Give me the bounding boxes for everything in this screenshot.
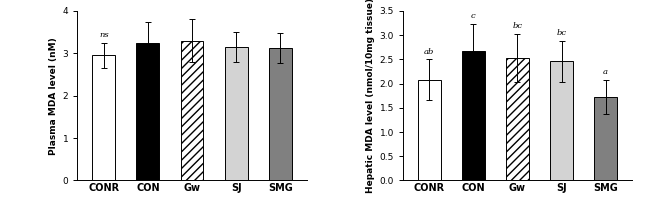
Text: c: c — [471, 12, 476, 20]
Y-axis label: Hepatic MDA level (nmol/10mg tissue): Hepatic MDA level (nmol/10mg tissue) — [366, 0, 375, 193]
Text: bc: bc — [512, 22, 522, 30]
Text: bc: bc — [557, 29, 567, 37]
Bar — [181, 41, 203, 180]
Bar — [550, 61, 573, 180]
Bar — [137, 43, 159, 180]
Text: a: a — [603, 68, 608, 76]
Bar — [418, 80, 441, 180]
Bar — [224, 47, 248, 180]
Bar — [462, 51, 485, 180]
Text: ns: ns — [99, 31, 108, 39]
Bar — [506, 58, 529, 180]
Text: ab: ab — [424, 48, 435, 55]
Y-axis label: Plasma MDA level (nM): Plasma MDA level (nM) — [50, 37, 59, 155]
Bar — [594, 97, 617, 180]
Bar — [269, 48, 292, 180]
Bar — [92, 55, 115, 180]
